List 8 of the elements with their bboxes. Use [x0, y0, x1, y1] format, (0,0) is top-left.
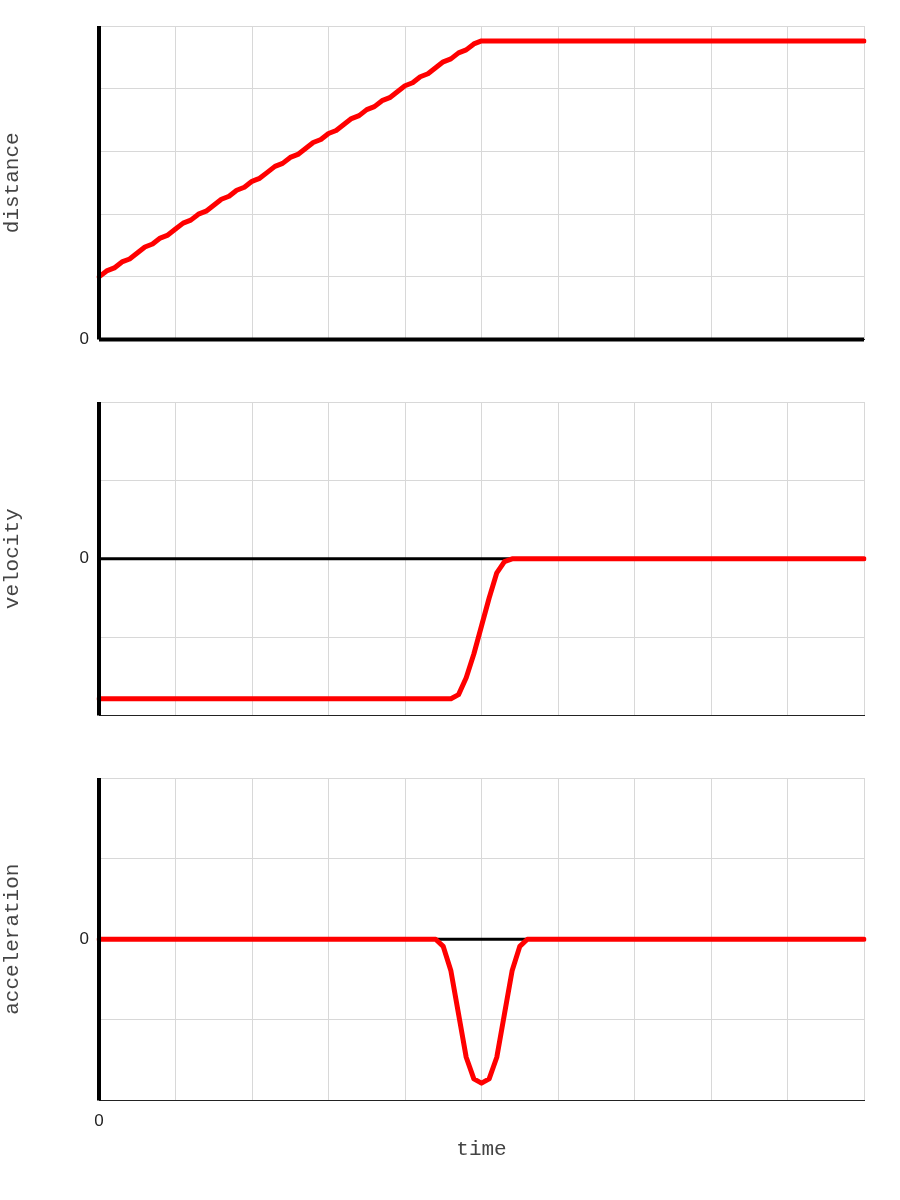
y-axis-title: velocity: [1, 508, 25, 610]
text: 0: [79, 329, 89, 349]
text: 0: [94, 1110, 104, 1130]
y-axis-title: distance: [1, 132, 25, 234]
y-axis-title: acceleration: [1, 863, 25, 1015]
text: 0: [79, 928, 89, 948]
x-axis-title: time: [456, 1137, 507, 1161]
text: 0: [79, 548, 89, 568]
